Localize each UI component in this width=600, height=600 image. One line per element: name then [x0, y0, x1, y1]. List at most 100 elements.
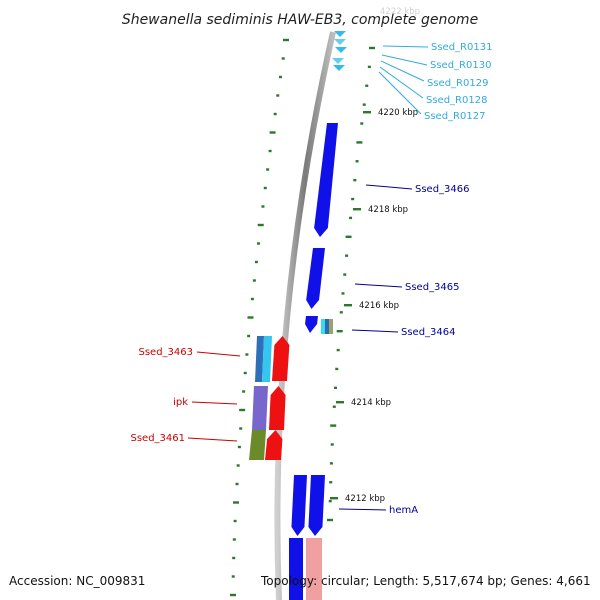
gene-label-leader [187, 437, 238, 442]
ruler-label: 4212 kbp [345, 494, 385, 504]
tick-mark-outer [278, 75, 282, 79]
gene-label-leader [380, 60, 425, 82]
ruler-tick [330, 497, 338, 500]
tick-mark-outer [257, 242, 261, 245]
cds-ssed-3461 [265, 430, 283, 460]
cds-ssed-3466 [314, 123, 338, 237]
gene-label: Ssed_R0128 [426, 95, 487, 106]
tick-mark-inner [329, 481, 333, 484]
ruler-label: 4220 kbp [378, 108, 418, 118]
cds-hema-left [291, 475, 307, 536]
rna-block [321, 319, 325, 334]
gene-labels: Ssed_R0131 Ssed_R0130 Ssed_R0129 Ssed_R0128… [130, 42, 492, 516]
tick-mark-inner [367, 65, 371, 69]
tick-mark-outer [257, 223, 264, 227]
tick-mark-inner [339, 311, 343, 314]
ruler-tick [336, 401, 344, 404]
tick-mark-outer [268, 149, 272, 153]
summary-text: Topology: circular; Length: 5,517,674 bp… [261, 574, 591, 588]
tick-mark-outer [266, 168, 270, 171]
tick-mark-outer [236, 464, 240, 467]
tick-mark-inner [333, 386, 337, 390]
tick-mark-inner [327, 518, 333, 522]
ruler-label: 4214 kbp [351, 398, 391, 408]
tick-mark-inner [356, 141, 363, 144]
ruler-tick [353, 208, 361, 211]
rna-chevron [334, 39, 346, 45]
ruler-label: 4218 kbp [368, 205, 408, 215]
gene-label: Ssed_3464 [401, 327, 456, 338]
gene-label: hemA [389, 505, 418, 516]
tick-mark-outer [261, 205, 265, 208]
cds-ssed-3464 [305, 316, 318, 333]
tick-mark-inner [345, 235, 352, 238]
gene-label-leader [351, 329, 399, 333]
cds-lower-right [306, 538, 322, 600]
accession-text: Accession: NC_009831 [9, 574, 146, 588]
ruler-tick [363, 111, 371, 114]
tick-mark-outer [230, 593, 236, 597]
tick-mark-inner [330, 424, 337, 427]
gene-label: Ssed_3461 [130, 433, 185, 444]
tick-mark-inner [330, 443, 334, 446]
tick-mark-inner [341, 292, 345, 295]
gene-label: ipk [173, 397, 188, 408]
gene-label-leader [354, 283, 403, 288]
gene-label: Ssed_R0131 [431, 42, 492, 53]
rna-chevron [333, 65, 345, 71]
tick-mark-outer [245, 353, 249, 356]
tick-mark-inner [369, 46, 375, 50]
gene-label-leader [365, 184, 413, 190]
feature-block [255, 336, 264, 382]
tick-mark-outer [232, 556, 236, 560]
rna-chevron [335, 47, 347, 53]
tick-mark-outer [276, 94, 280, 97]
tick-mark-outer [281, 57, 285, 60]
tick-mark-outer [237, 445, 241, 449]
gene-label-leader [382, 45, 429, 48]
cds-ssed-3463 [272, 336, 290, 381]
gene-label-leader [338, 508, 387, 511]
tick-mark-outer [250, 297, 254, 301]
tick-mark-outer [273, 112, 277, 116]
ruler-labels: 4220 kbp 4218 kbp 4216 kbp 4214 kbp 4212 kbp [330, 108, 418, 504]
tick-mark-outer [283, 38, 289, 42]
genome-backbone [274, 31, 336, 600]
feature-block [262, 336, 272, 382]
gene-label: Ssed_R0129 [427, 78, 488, 89]
tick-mark-inner [365, 84, 369, 87]
cds-lower-left [289, 538, 303, 600]
feature-block [249, 430, 266, 460]
tick-mark-outer [269, 131, 276, 134]
tick-mark-inner [351, 197, 355, 201]
tick-mark-outer [239, 427, 243, 430]
tick-mark-inner [360, 122, 364, 125]
rna-block [329, 319, 333, 334]
gene-label-leader [196, 351, 241, 357]
tick-mark-outer [233, 501, 240, 504]
ruler-label: 4216 kbp [359, 301, 399, 311]
tick-mark-inner [353, 178, 357, 182]
tick-mark-inner [345, 254, 349, 257]
ruler-tick [344, 304, 352, 307]
tick-mark-inner [343, 273, 347, 276]
gene-label: Ssed_3463 [138, 347, 193, 358]
tick-mark-outer [263, 186, 267, 190]
tick-mark-outer [232, 538, 236, 541]
tick-mark-outer [247, 316, 254, 319]
tick-marks [230, 38, 375, 597]
tick-mark-outer [254, 260, 258, 264]
feature-block [252, 386, 268, 430]
gene-label-leader [378, 71, 422, 115]
tick-mark-inner [349, 216, 353, 220]
tick-mark-inner [335, 367, 339, 371]
tick-mark-inner [329, 462, 333, 465]
rna-chevron [332, 58, 344, 64]
tick-mark-outer [252, 279, 256, 282]
tick-mark-inner [336, 330, 343, 333]
tick-mark-outer [243, 371, 247, 375]
tick-mark-outer [247, 334, 251, 338]
tick-mark-inner [328, 499, 332, 503]
tick-mark-outer [239, 408, 246, 412]
